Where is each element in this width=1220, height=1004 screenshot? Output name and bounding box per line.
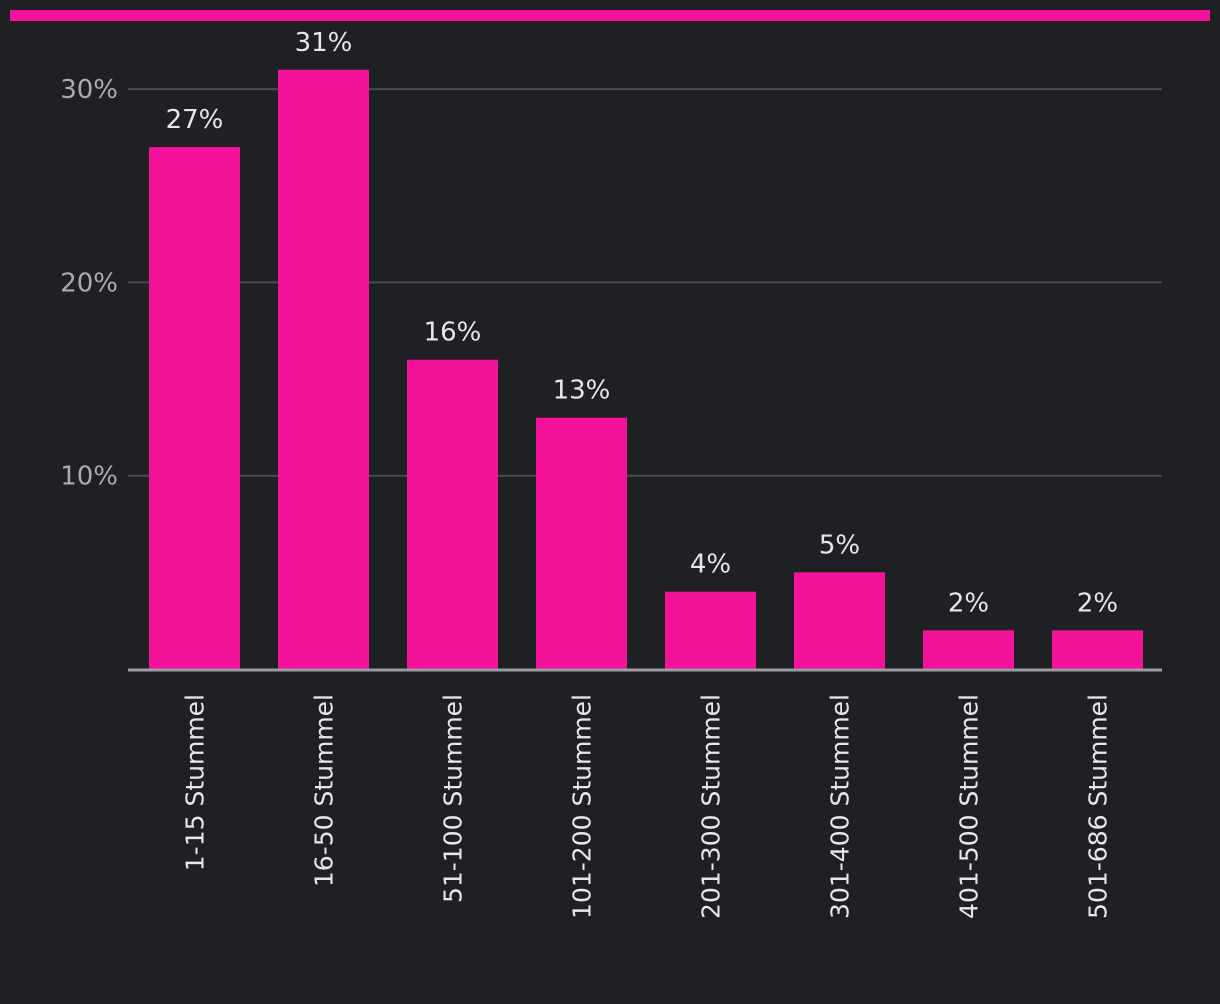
bar <box>407 359 498 669</box>
data-label: 4% <box>690 550 731 580</box>
bar <box>149 147 240 670</box>
bar <box>665 591 756 669</box>
x-tick-label: 1-15 Stummel <box>181 694 210 871</box>
top-accent-bar <box>10 10 1210 21</box>
data-label: 27% <box>166 105 224 135</box>
data-label: 31% <box>295 28 353 58</box>
data-label: 16% <box>424 318 482 348</box>
bar <box>923 630 1014 669</box>
labels: 10% 20% 30% 27% 1-15 Stummel 31% 16-50 Stummel… <box>60 28 1118 919</box>
data-label: 2% <box>1077 588 1118 618</box>
y-tick-label: 10% <box>60 462 118 492</box>
bar <box>278 69 369 669</box>
y-tick-label: 20% <box>60 268 118 298</box>
data-label: 13% <box>553 376 611 406</box>
x-tick-label: 401-500 Stummel <box>955 694 984 919</box>
x-tick-label: 501-686 Stummel <box>1084 694 1113 919</box>
x-tick-label: 301-400 Stummel <box>826 694 855 919</box>
y-tick-label: 30% <box>60 75 118 105</box>
bar <box>1052 630 1143 669</box>
bar <box>536 417 627 669</box>
x-tick-label: 201-300 Stummel <box>697 694 726 919</box>
x-tick-label: 101-200 Stummel <box>568 694 597 919</box>
x-tick-label: 51-100 Stummel <box>439 694 468 903</box>
data-label: 5% <box>819 530 860 560</box>
data-label: 2% <box>948 588 989 618</box>
x-tick-label: 16-50 Stummel <box>310 694 339 887</box>
bar <box>794 572 885 669</box>
bars <box>149 69 1143 670</box>
